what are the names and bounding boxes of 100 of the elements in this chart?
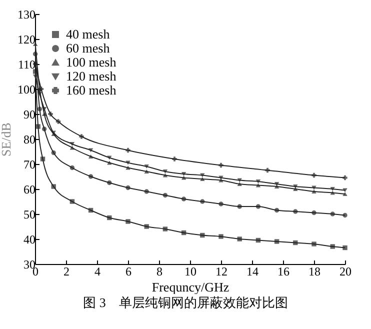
point — [330, 244, 335, 249]
legend-label: 160 mesh — [66, 82, 117, 98]
point — [330, 186, 335, 192]
point — [200, 232, 205, 238]
point — [144, 189, 149, 194]
point — [107, 160, 112, 165]
point — [107, 180, 112, 186]
point — [312, 172, 316, 178]
point — [107, 156, 112, 160]
point — [172, 156, 177, 162]
x-tick-label: 8 — [156, 264, 162, 278]
point — [237, 182, 242, 186]
point — [330, 190, 335, 195]
point — [218, 234, 224, 239]
point — [88, 208, 94, 213]
legend-label: 120 mesh — [66, 68, 117, 84]
point — [126, 148, 130, 153]
point — [181, 196, 186, 202]
y-tick-label: 130 — [18, 8, 36, 22]
point — [274, 208, 280, 213]
point — [42, 106, 47, 112]
point — [256, 179, 261, 184]
y-tick-label: 60 — [24, 182, 36, 196]
legend-label: 40 mesh — [66, 26, 110, 42]
caption: 图 3 单层纯铜网的屏蔽效能对比图 — [82, 294, 289, 312]
x-tick-label: 6 — [126, 264, 132, 278]
x-tick-label: 10 — [184, 264, 196, 278]
point — [70, 165, 75, 170]
y-tick-label: 90 — [24, 108, 36, 122]
point — [162, 173, 168, 178]
point — [200, 176, 205, 182]
point — [342, 188, 348, 192]
point — [40, 156, 46, 162]
point — [181, 172, 186, 176]
point — [42, 126, 47, 132]
point — [312, 210, 316, 216]
point — [330, 212, 335, 216]
point — [162, 226, 168, 232]
point — [218, 176, 224, 180]
point — [32, 69, 38, 74]
point — [144, 224, 149, 229]
point — [181, 230, 186, 236]
point — [37, 106, 42, 112]
point — [79, 134, 84, 139]
y-tick-label: 110 — [18, 58, 36, 72]
point — [274, 239, 280, 244]
point — [237, 204, 242, 209]
point — [37, 92, 42, 96]
legend-label: 60 mesh — [66, 40, 110, 56]
point — [312, 186, 316, 190]
point — [237, 178, 242, 182]
y-tick-label: 100 — [18, 82, 36, 96]
point — [312, 189, 316, 194]
point — [237, 236, 242, 242]
point — [200, 199, 205, 204]
x-tick-label: 4 — [94, 264, 100, 278]
point — [32, 52, 38, 56]
point — [218, 162, 224, 168]
point — [126, 166, 130, 170]
point — [256, 238, 261, 243]
x-tick-label: 12 — [216, 264, 228, 278]
legend-label: 100 mesh — [66, 54, 117, 70]
point — [144, 169, 149, 174]
point — [88, 148, 94, 152]
point — [256, 204, 261, 209]
point — [181, 176, 186, 180]
x-tick-label: 16 — [278, 264, 290, 278]
y-tick-label: 50 — [24, 208, 36, 222]
point — [293, 209, 298, 214]
y-tick-label: 80 — [24, 132, 36, 146]
y-tick-label: 40 — [24, 232, 36, 246]
point — [126, 185, 130, 190]
x-tick-label: 14 — [246, 264, 258, 278]
point — [342, 245, 348, 250]
point — [88, 174, 94, 179]
point — [200, 173, 205, 178]
y-tick-label: 70 — [24, 158, 36, 172]
point — [342, 192, 348, 196]
x-tick-label: 18 — [308, 264, 320, 278]
point — [342, 175, 348, 180]
point — [70, 142, 75, 146]
point — [218, 178, 224, 182]
point — [144, 164, 149, 169]
x-tick-label: 20 — [340, 264, 352, 278]
point — [162, 192, 168, 198]
point — [218, 202, 224, 206]
point — [88, 154, 94, 159]
point — [51, 150, 56, 156]
point — [70, 199, 75, 204]
point — [126, 160, 130, 165]
point — [162, 169, 168, 174]
point — [293, 184, 298, 189]
point — [265, 168, 270, 173]
point — [126, 219, 130, 224]
point — [56, 119, 61, 124]
y-axis-title: SE/dB — [0, 122, 14, 156]
point — [51, 184, 56, 189]
point — [107, 215, 112, 220]
point — [48, 112, 53, 116]
y-tick-label: 120 — [18, 32, 36, 46]
